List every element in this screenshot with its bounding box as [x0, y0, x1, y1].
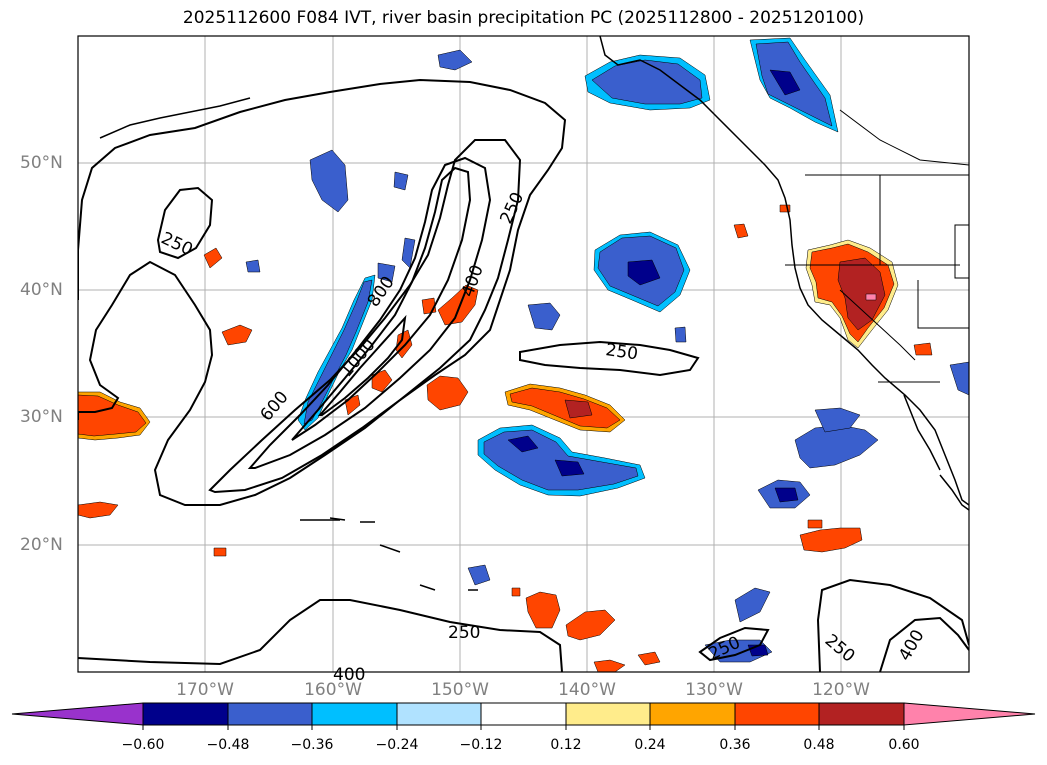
colorbar-tick-label: −0.48 [206, 737, 250, 753]
map-title: 2025112600 F084 IVT, river basin precipi… [182, 8, 865, 28]
colorbar-tick-label: −0.12 [459, 737, 503, 753]
map-frame [77, 35, 970, 673]
lon-label: 130°W [685, 680, 743, 700]
lon-label: 170°W [176, 680, 234, 700]
state-borders [785, 109, 969, 383]
lat-label: 30°N [20, 407, 63, 427]
colorbar-tick-label: 0.24 [634, 737, 666, 753]
lat-label: 20°N [20, 535, 63, 555]
lon-label: 160°W [304, 680, 362, 700]
colorbar-tick-label: 0.60 [888, 737, 920, 753]
lon-label: 150°W [431, 680, 489, 700]
colorbar-tick-label: 0.48 [803, 737, 835, 753]
colorbar-extend-high [903, 702, 1036, 726]
colorbar-tick-label: 0.36 [719, 737, 751, 753]
colorbar-extend-low [11, 702, 144, 726]
lon-label: 140°W [558, 680, 616, 700]
lon-label: 120°W [812, 680, 870, 700]
contour-label: 250 [604, 340, 639, 364]
colorbar-tick-label: 0.12 [550, 737, 582, 753]
contour-label: 250 [448, 623, 480, 643]
lat-label: 50°N [20, 153, 63, 173]
colorbar [11, 702, 1036, 730]
colorbar-tick-label: −0.60 [121, 737, 165, 753]
lat-label: 40°N [20, 280, 63, 300]
colorbar-tick-label: −0.36 [290, 737, 334, 753]
ivt-contours [78, 78, 969, 672]
colorbar-tick-label: −0.24 [375, 737, 419, 753]
coastlines [99, 36, 969, 591]
contour-label: 400 [333, 665, 365, 685]
precip-positive-areas [78, 204, 933, 672]
precip-negative-areas [245, 37, 969, 663]
